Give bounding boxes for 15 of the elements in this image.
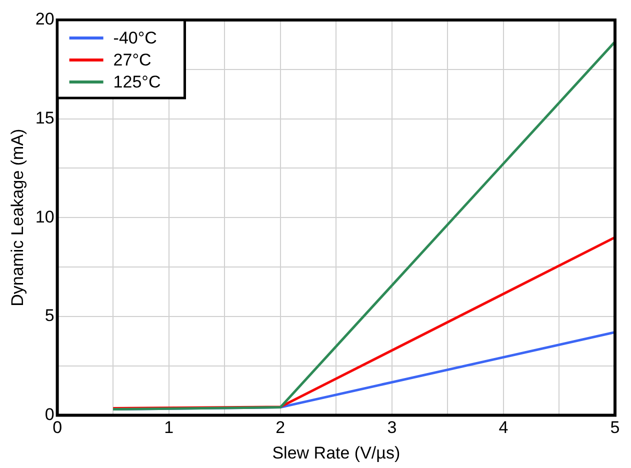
y-tick-label: 5 xyxy=(44,306,54,326)
x-tick-label: 5 xyxy=(610,418,620,438)
legend-label: 27°C xyxy=(113,50,152,70)
x-tick-label: 4 xyxy=(498,418,508,438)
y-tick-label: 0 xyxy=(44,404,54,424)
y-tick-label: 10 xyxy=(35,207,54,226)
y-tick-label: 15 xyxy=(35,108,54,128)
x-axis-title: Slew Rate (V/µs) xyxy=(272,443,400,462)
x-tick-label: 1 xyxy=(164,418,174,438)
x-tick-label: 2 xyxy=(276,418,286,438)
x-tick-label: 3 xyxy=(387,418,397,438)
legend-label: 125°C xyxy=(113,72,161,92)
legend-label: -40°C xyxy=(113,28,157,48)
y-tick-label: 20 xyxy=(35,10,54,29)
y-axis-title: Dynamic Leakage (mA) xyxy=(8,128,27,306)
